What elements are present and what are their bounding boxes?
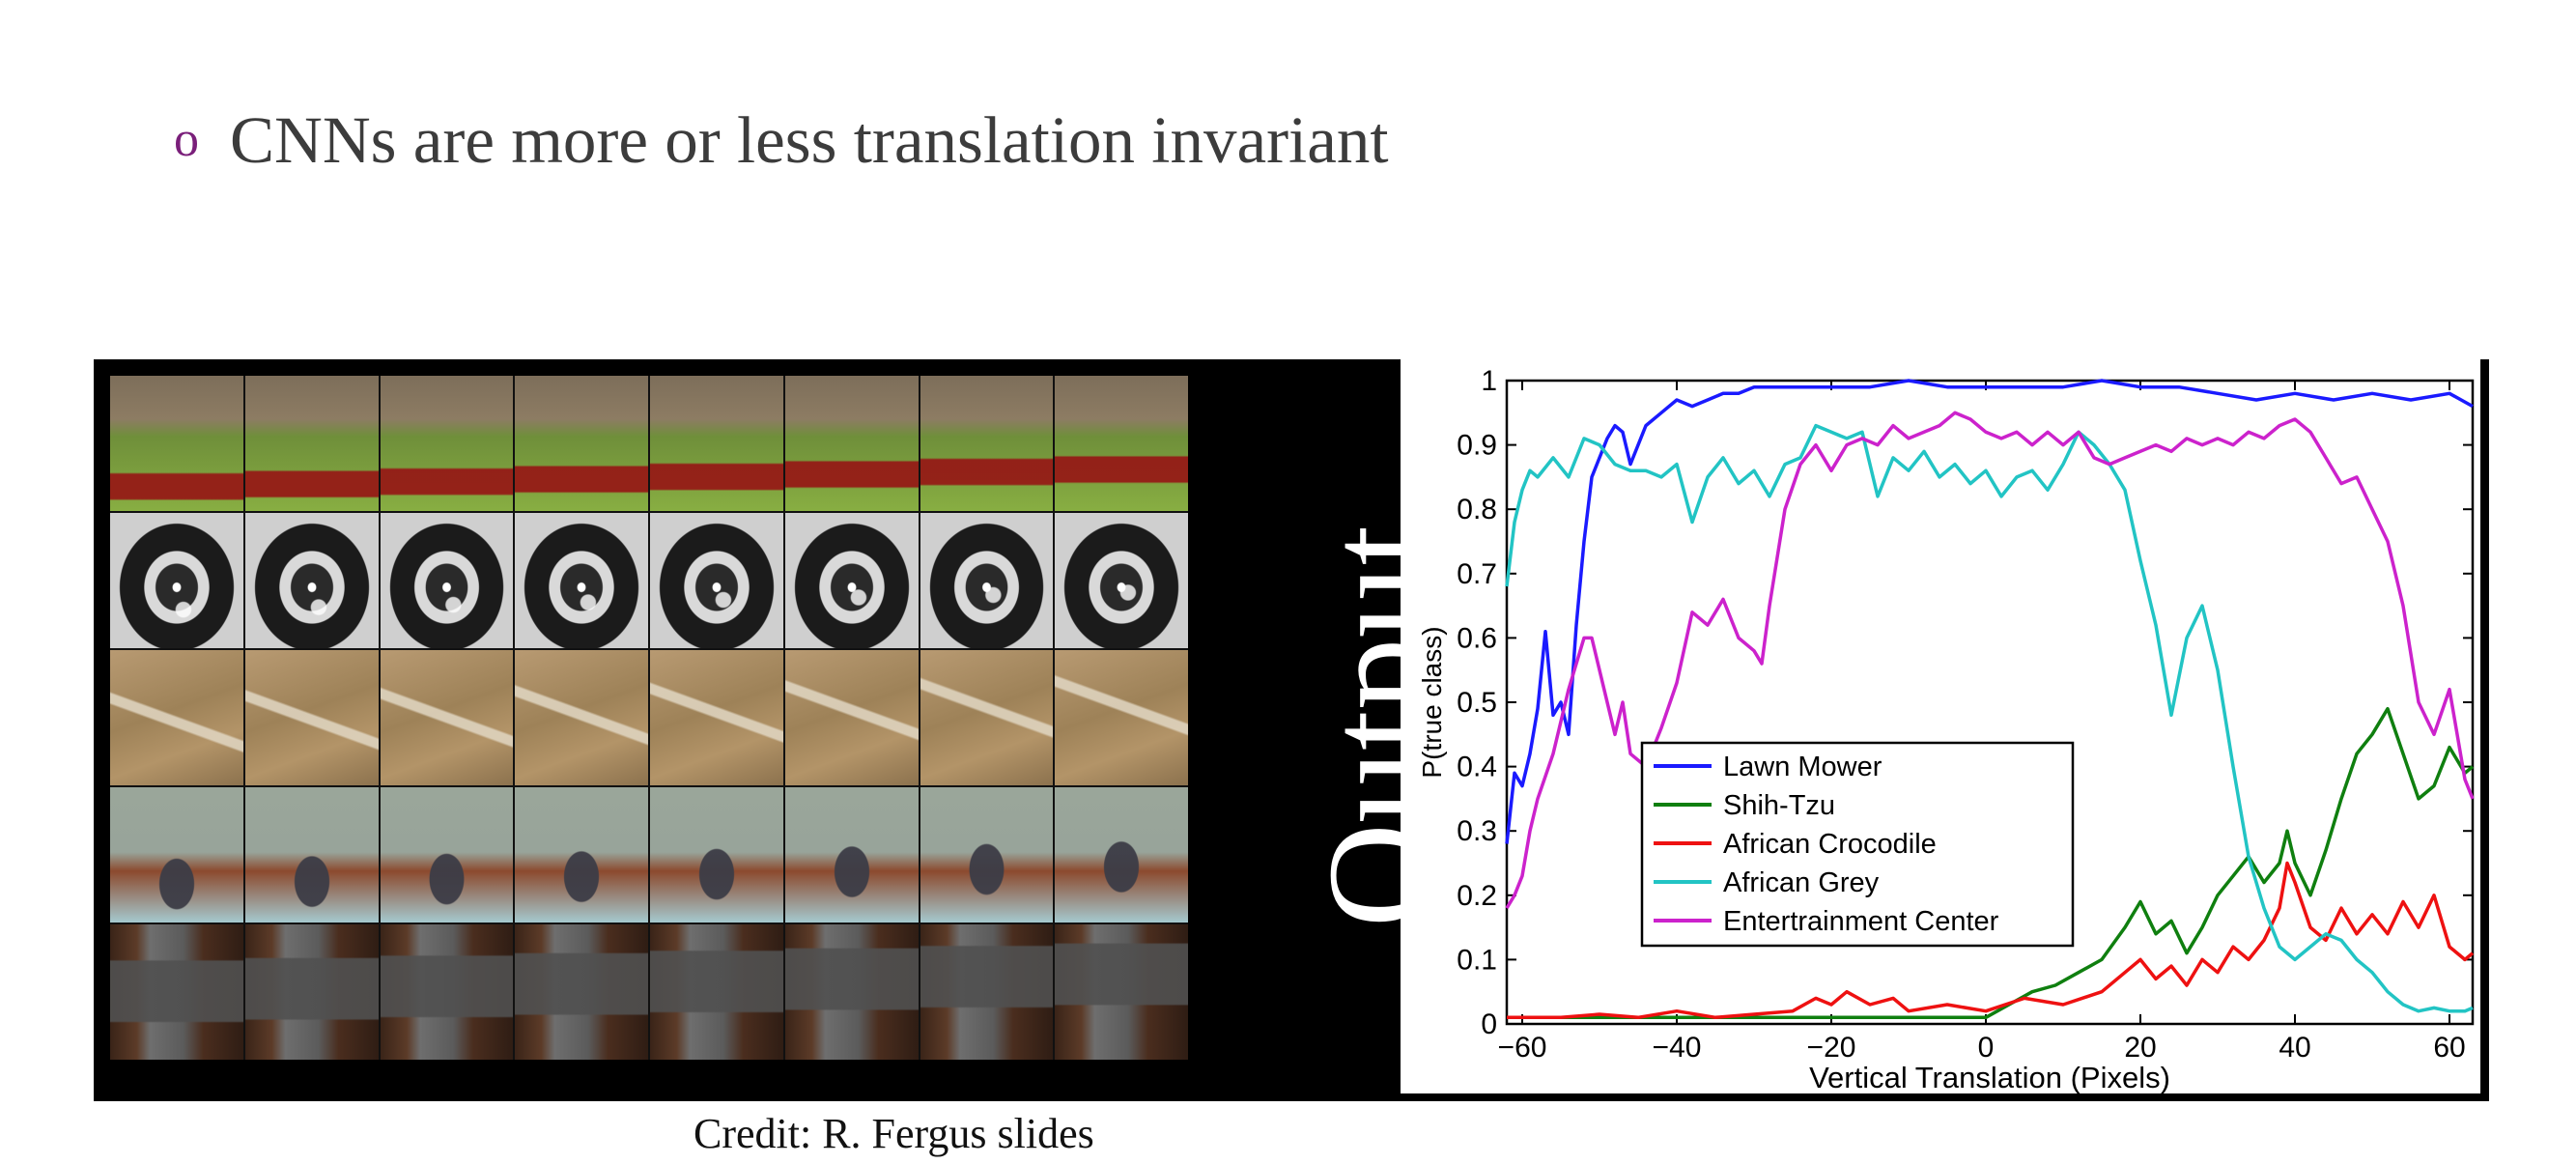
image-tile [515,787,648,923]
legend-label: Lawn Mower [1723,752,1882,782]
image-tile [244,650,379,785]
image-tile [110,650,243,785]
y-tick-label: 1 [1481,365,1497,397]
y-tick-label: 0.4 [1457,752,1497,783]
x-tick-label: −40 [1653,1032,1702,1064]
image-tile [920,376,1054,511]
image-tile [110,924,243,1060]
image-tile [920,513,1054,648]
y-tick-label: 0.7 [1457,558,1497,590]
image-tile [515,376,648,511]
translated-image-grid [110,376,1188,1060]
y-tick-label: 0.5 [1457,687,1497,719]
credit-text: Credit: R. Fergus slides [694,1110,1094,1157]
series-line [1505,411,2475,910]
chart-container: −60 −40 −20 0 20 40 60 0 0.1 0.2 0.3 0.4 0.5 0.6 0.7 0.… [1401,359,2480,1094]
x-axis-label: Vertical Translation (Pixels) [1809,1061,2170,1093]
image-tile [110,376,243,511]
series-line [1507,861,2475,1020]
image-tile [1055,376,1188,511]
image-tile [380,513,514,648]
y-tick-label: 0.2 [1457,880,1497,912]
image-tile [515,513,648,648]
y-tick-label: 0.6 [1457,622,1497,654]
legend-label: Shih-Tzu [1723,790,1835,821]
y-tick-label: 0.3 [1457,815,1497,847]
y-tick-label: 0.1 [1457,944,1497,976]
line-chart: −60 −40 −20 0 20 40 60 0 0.1 0.2 0.3 0.4 0.5 0.6 0.7 0.… [1417,365,2475,1094]
image-tile [920,787,1054,923]
y-tick-label: 0.9 [1457,430,1497,462]
image-tile [1055,650,1188,785]
image-tile [784,650,919,785]
image-tile [920,924,1054,1060]
image-tile [380,376,514,511]
series-line [1505,423,2474,1013]
image-tile [244,376,379,511]
legend-label: African Grey [1723,867,1880,898]
legend-label: Entertrainment Center [1723,906,1999,937]
image-tile [110,787,243,923]
image-tile [1055,787,1188,923]
x-tick-label: −20 [1807,1032,1856,1064]
image-tile [515,650,648,785]
bullet-marker: o [174,112,199,167]
image-tile [244,787,379,923]
image-tile [650,787,783,923]
x-tick-label: 60 [2433,1032,2465,1064]
y-tick-label: 0 [1481,1008,1497,1040]
image-tile [1055,924,1188,1060]
image-tile [650,513,783,648]
figure-panel: Output −60 −40 −20 0 20 40 60 0 0.1 0.2 0.3 0.4 0.5 0… [94,359,2489,1101]
image-tile [650,650,783,785]
x-tick-label: 40 [2279,1032,2310,1064]
x-tick-label: −60 [1498,1032,1547,1064]
x-tick-label: 20 [2124,1032,2156,1064]
image-tile [1055,513,1188,648]
y-axis-label: P(true class) [1417,626,1447,778]
image-tile [380,924,514,1060]
image-tile [244,924,379,1060]
series-line [1507,706,2475,1020]
image-tile [650,924,783,1060]
bullet-row: o CNNs are more or less translation inva… [174,97,1389,184]
legend-label: African Crocodile [1723,829,1937,860]
image-tile [784,376,919,511]
image-tile [784,924,919,1060]
image-tile [650,376,783,511]
y-tick-label: 0.8 [1457,494,1497,525]
image-tile [920,650,1054,785]
image-tile [244,513,379,648]
image-tile [110,513,243,648]
image-tile [515,924,648,1060]
image-tile [784,513,919,648]
legend-box [1640,741,2075,948]
image-tile [380,787,514,923]
x-tick-label: 0 [1978,1032,1995,1064]
image-tile [784,787,919,923]
image-tile [380,650,514,785]
slide-headline: CNNs are more or less translation invari… [230,102,1389,177]
